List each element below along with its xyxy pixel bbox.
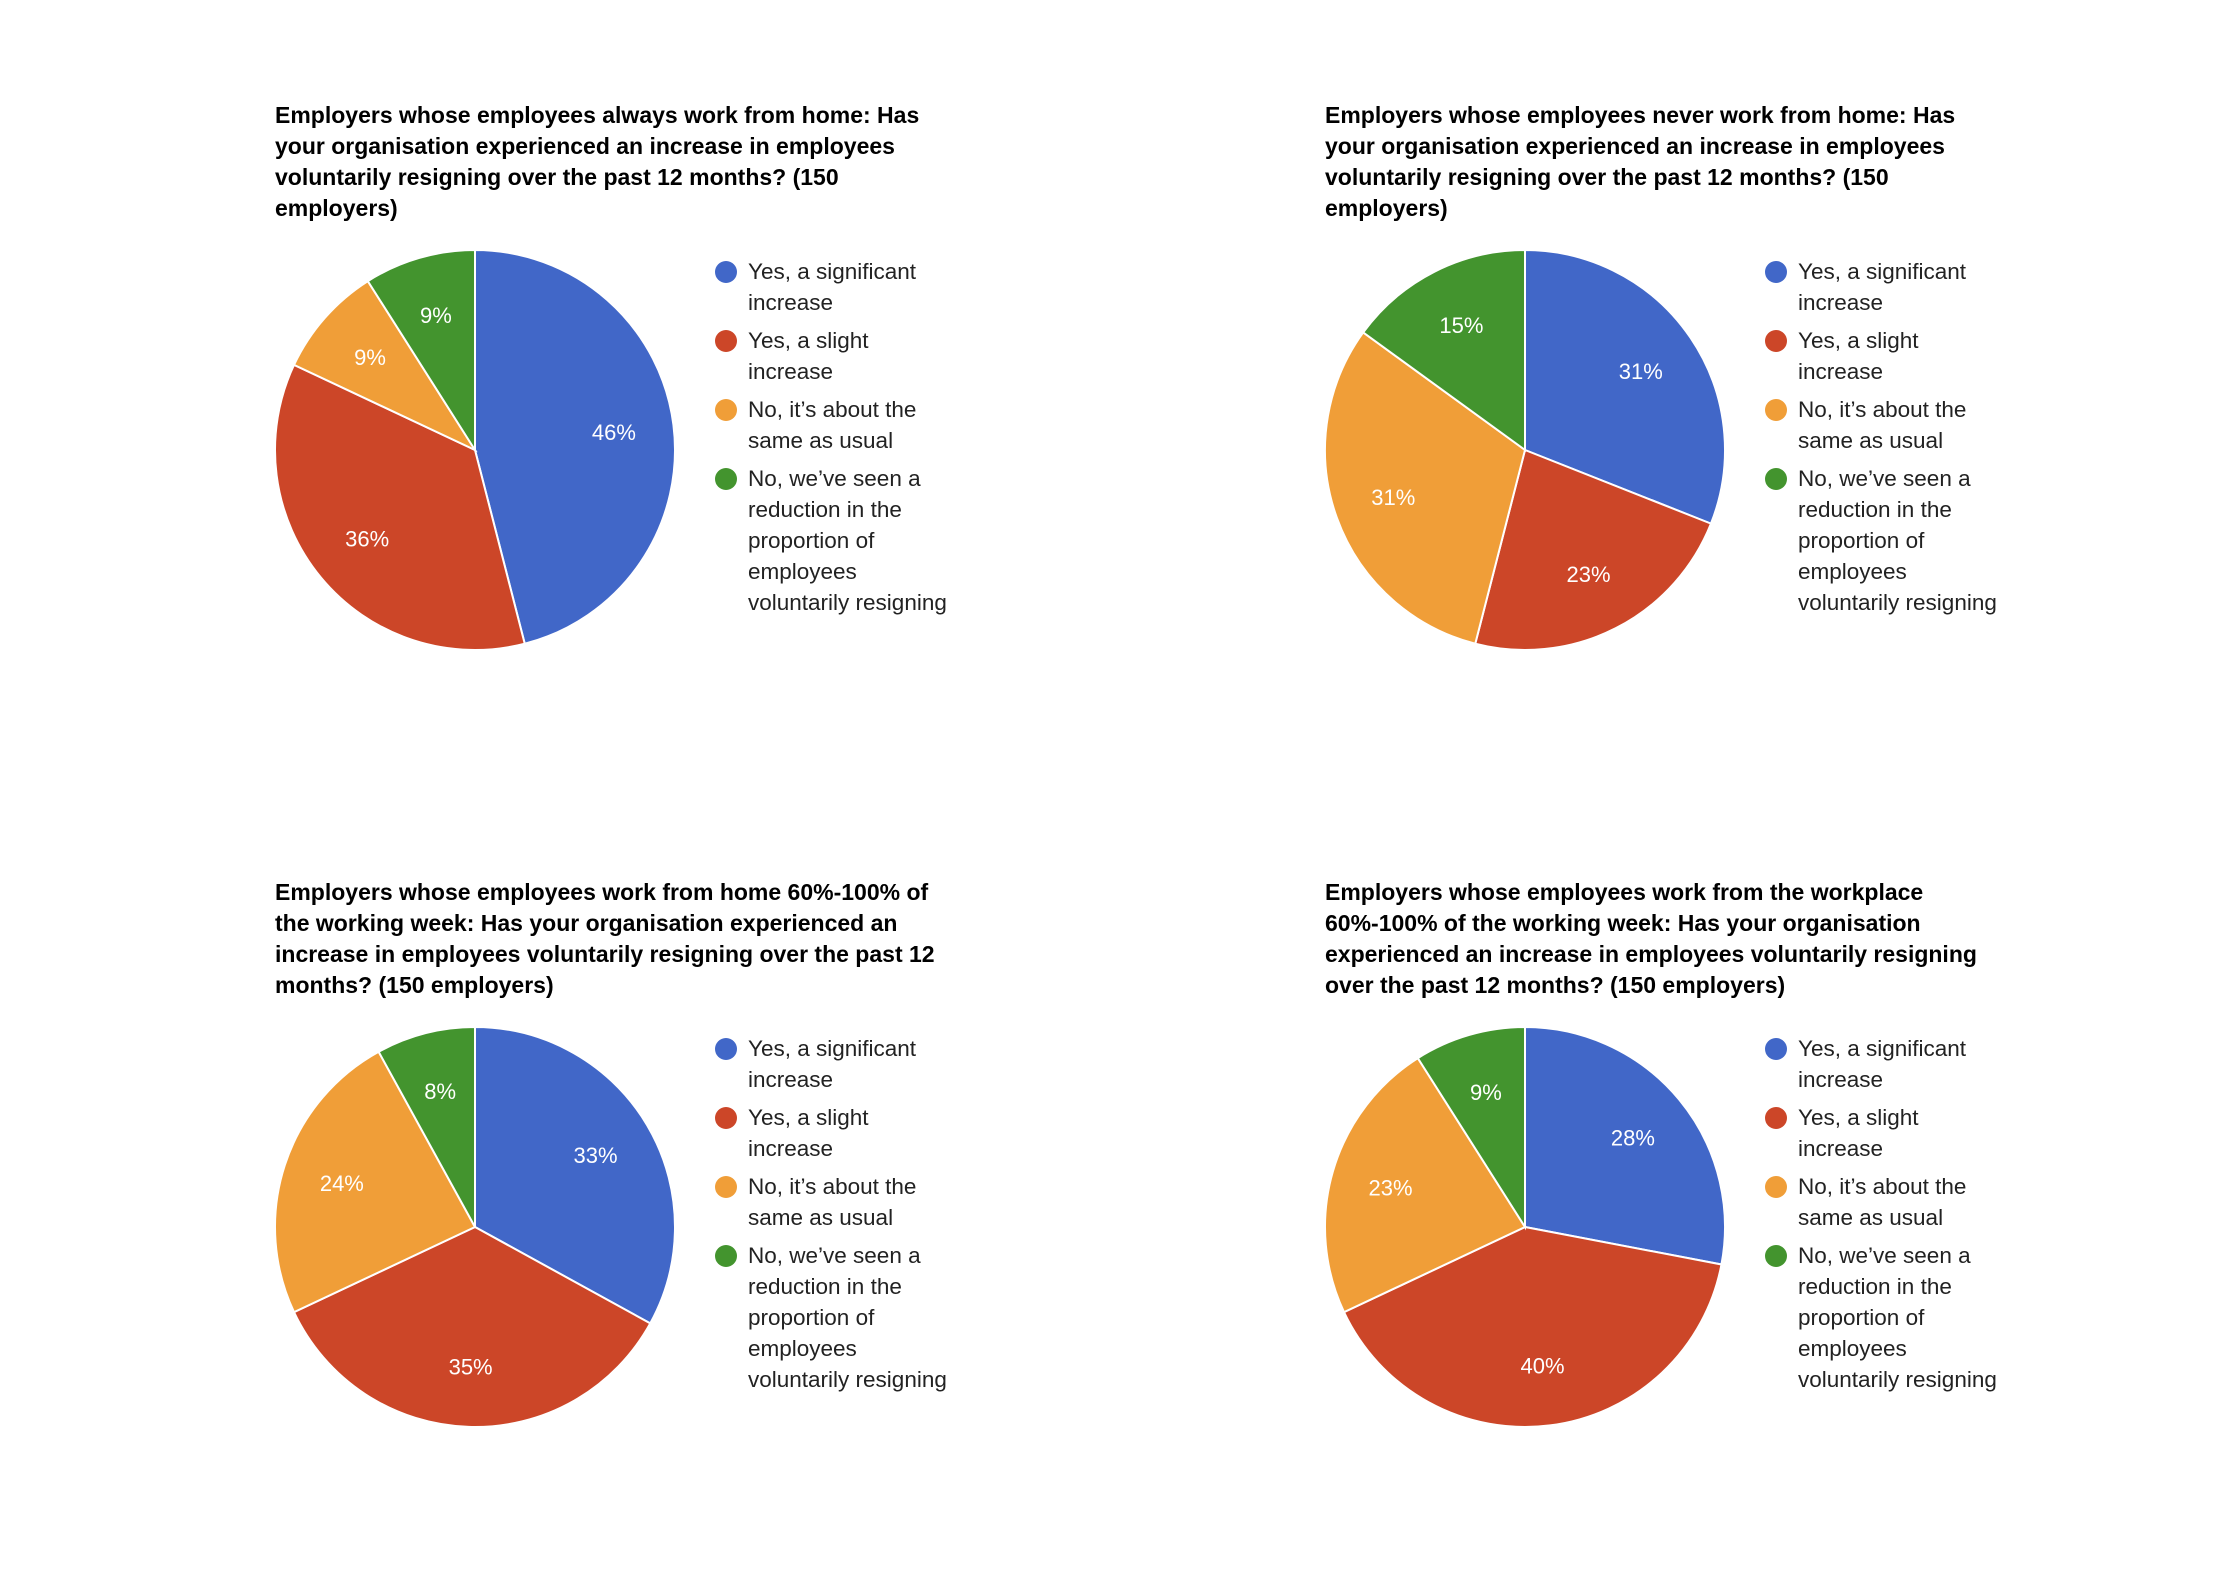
chart-legend: Yes, a significant increase Yes, a slight… (1765, 1033, 2005, 1402)
slice-data-label: 35% (449, 1354, 493, 1379)
legend-swatch (715, 330, 737, 352)
legend-label: Yes, a significant increase (748, 259, 917, 315)
legend-swatch (1765, 1176, 1787, 1198)
pie-chart-panel: Employers whose employees always work fr… (274, 100, 1175, 740)
legend-item-slight-increase[interactable]: Yes, a slight increase (1765, 325, 2005, 387)
legend-item-same-as-usual[interactable]: No, it’s about the same as usual (715, 1171, 955, 1233)
slice-data-label: 36% (345, 527, 389, 552)
legend-label: No, it’s about the same as usual (748, 1174, 917, 1230)
pie-slice-reduction[interactable] (366, 248, 476, 454)
legend-item-reduction[interactable]: No, we’ve seen a reduction in the propor… (1765, 1240, 2005, 1395)
legend-label: Yes, a significant increase (748, 1036, 917, 1092)
legend-swatch (715, 1176, 737, 1198)
pie-slice-reduction[interactable] (1416, 1025, 1526, 1231)
legend-item-same-as-usual[interactable]: No, it’s about the same as usual (715, 394, 955, 456)
pie-chart-panel: Employers whose employees work from the … (1324, 877, 2225, 1517)
slice-data-label: 40% (1521, 1353, 1565, 1378)
legend-item-same-as-usual[interactable]: No, it’s about the same as usual (1765, 1171, 2005, 1233)
pie-slice-same-as-usual[interactable] (292, 279, 478, 453)
pie-slice-slight-increase[interactable] (292, 1225, 652, 1428)
chart-legend: Yes, a significant increase Yes, a slight… (715, 1033, 955, 1402)
slice-data-label: 9% (420, 303, 452, 328)
legend-swatch (715, 468, 737, 490)
slice-data-label: 28% (1611, 1125, 1655, 1150)
legend-swatch (1765, 1245, 1787, 1267)
legend-swatch (1765, 399, 1787, 421)
legend-swatch (715, 1107, 737, 1129)
slice-data-label: 8% (424, 1079, 456, 1104)
legend-item-significant-increase[interactable]: Yes, a significant increase (715, 256, 955, 318)
legend-swatch (1765, 468, 1787, 490)
chart-title: Employers whose employees always work fr… (275, 102, 920, 221)
pie-slice-significant-increase[interactable] (1524, 248, 1726, 525)
legend-item-slight-increase[interactable]: Yes, a slight increase (1765, 1102, 2005, 1164)
legend-label: Yes, a significant increase (1798, 259, 1967, 315)
pie-slice-significant-increase[interactable] (474, 1025, 676, 1325)
slice-data-label: 23% (1369, 1175, 1413, 1200)
pie-chart: 33% 35% 24% 8% (274, 1025, 676, 1428)
chart-title: Employers whose employees never work fro… (1325, 102, 1956, 221)
legend-item-slight-increase[interactable]: Yes, a slight increase (715, 325, 955, 387)
pie-slice-same-as-usual[interactable] (1324, 1056, 1527, 1314)
pie-slice-reduction[interactable] (377, 1025, 476, 1228)
legend-item-reduction[interactable]: No, we’ve seen a reduction in the propor… (715, 463, 955, 618)
pie-slice-slight-increase[interactable] (1474, 448, 1713, 651)
legend-item-significant-increase[interactable]: Yes, a significant increase (715, 1033, 955, 1095)
chart-legend: Yes, a significant increase Yes, a slight… (1765, 256, 2005, 625)
slice-data-label: 33% (573, 1143, 617, 1168)
legend-label: Yes, a significant increase (1798, 1036, 1967, 1092)
legend-label: No, we’ve seen a reduction in the propor… (748, 1243, 947, 1392)
legend-label: No, it’s about the same as usual (748, 397, 917, 453)
legend-swatch (715, 261, 737, 283)
slice-data-label: 31% (1371, 485, 1415, 510)
legend-item-significant-increase[interactable]: Yes, a significant increase (1765, 1033, 2005, 1095)
slice-data-label: 23% (1567, 562, 1611, 587)
legend-swatch (1765, 1038, 1787, 1060)
legend-item-reduction[interactable]: No, we’ve seen a reduction in the propor… (715, 1240, 955, 1395)
slice-data-label: 31% (1619, 359, 1663, 384)
legend-swatch (715, 1245, 737, 1267)
legend-item-reduction[interactable]: No, we’ve seen a reduction in the propor… (1765, 463, 2005, 618)
pie-slice-same-as-usual[interactable] (274, 1050, 477, 1314)
pie-slice-slight-increase[interactable] (274, 363, 526, 651)
legend-swatch (1765, 1107, 1787, 1129)
legend-label: Yes, a slight increase (748, 1105, 869, 1161)
chart-title: Employers whose employees work from home… (275, 879, 935, 998)
pie-chart-panel: Employers whose employees never work fro… (1324, 100, 2225, 740)
legend-label: No, we’ve seen a reduction in the propor… (1798, 1243, 1997, 1392)
slice-data-label: 9% (1470, 1080, 1502, 1105)
legend-item-slight-increase[interactable]: Yes, a slight increase (715, 1102, 955, 1164)
legend-label: No, we’ve seen a reduction in the propor… (748, 466, 947, 615)
legend-swatch (715, 399, 737, 421)
legend-label: Yes, a slight increase (1798, 1105, 1919, 1161)
pie-slice-significant-increase[interactable] (474, 248, 676, 645)
legend-swatch (715, 1038, 737, 1060)
slice-data-label: 9% (354, 345, 386, 370)
pie-chart: 31% 23% 31% 15% (1324, 248, 1726, 651)
legend-swatch (1765, 261, 1787, 283)
chart-title: Employers whose employees work from the … (1325, 879, 1977, 998)
pie-slice-reduction[interactable] (1361, 248, 1526, 452)
slice-data-label: 46% (592, 420, 636, 445)
pie-slice-same-as-usual[interactable] (1324, 331, 1527, 645)
legend-swatch (1765, 330, 1787, 352)
chart-legend: Yes, a significant increase Yes, a slight… (715, 256, 955, 625)
pie-chart: 28% 40% 23% 9% (1324, 1025, 1726, 1428)
slice-data-label: 24% (320, 1171, 364, 1196)
legend-label: Yes, a slight increase (748, 328, 869, 384)
pie-chart: 46% 36% 9% 9% (274, 248, 676, 651)
legend-label: No, it’s about the same as usual (1798, 1174, 1967, 1230)
legend-item-significant-increase[interactable]: Yes, a significant increase (1765, 256, 2005, 318)
legend-label: Yes, a slight increase (1798, 328, 1919, 384)
slice-data-label: 15% (1439, 313, 1483, 338)
pie-slice-significant-increase[interactable] (1524, 1025, 1726, 1266)
pie-chart-panel: Employers whose employees work from home… (274, 877, 1175, 1517)
pie-slice-slight-increase[interactable] (1342, 1225, 1723, 1428)
legend-label: No, it’s about the same as usual (1798, 397, 1967, 453)
legend-item-same-as-usual[interactable]: No, it’s about the same as usual (1765, 394, 2005, 456)
legend-label: No, we’ve seen a reduction in the propor… (1798, 466, 1997, 615)
